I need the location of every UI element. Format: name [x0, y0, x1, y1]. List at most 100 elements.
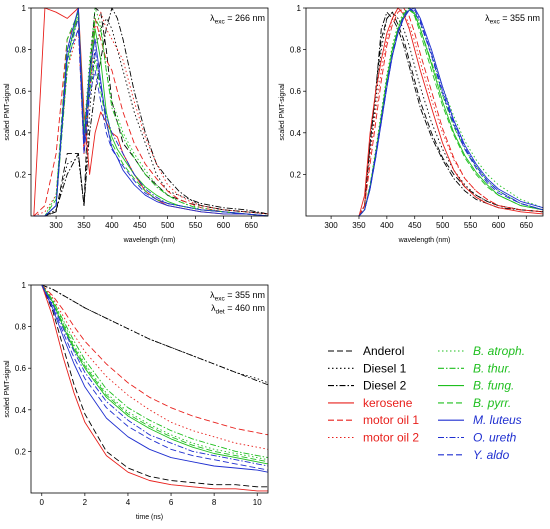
excitation-wavelength-label: λexc = 355 nm	[485, 13, 540, 26]
y-axis-label: scaled PMT-signal	[4, 360, 11, 418]
legend-label: B. thur.	[473, 361, 511, 375]
series-motor-oil-2	[41, 284, 269, 450]
series-o-ureth	[41, 284, 269, 467]
y-tick-label: 0.4	[15, 129, 27, 138]
series-kerosene	[358, 7, 544, 217]
series-motor-oil-2	[358, 7, 544, 217]
series-y-aldo	[358, 7, 544, 217]
series-y-aldo	[41, 284, 269, 471]
y-tick-label: 1	[297, 4, 302, 13]
panel-excitation-355: 300 350 400 450 500 550 600 650 0.2 0.4 0.6 0.8 1 wav…	[279, 4, 544, 244]
legend-label: kerosene	[363, 396, 413, 410]
series-motor-oil-2	[33, 11, 269, 217]
legend-item-motor-oil-1: motor oil 1	[328, 413, 419, 427]
legend-label: motor oil 2	[363, 431, 419, 445]
x-tick-label: 10	[253, 498, 262, 507]
legend-item-b-thur-: B. thur.	[438, 361, 511, 375]
legend-item-m-luteus: M. luteus	[438, 413, 522, 427]
series-anderol	[33, 7, 269, 217]
series-y-aldo	[33, 28, 269, 217]
legend-label: Diesel 2	[363, 379, 407, 393]
series-kerosene	[33, 7, 269, 217]
y-tick-label: 0.4	[290, 129, 302, 138]
x-tick-label: 6	[169, 498, 174, 507]
y-tick-label: 0.6	[15, 364, 27, 373]
y-tick-label: 0.6	[15, 87, 27, 96]
x-axis-label: wavelength (nm)	[398, 237, 451, 244]
y-tick-label: 0.2	[15, 170, 27, 179]
series-b-atroph-	[358, 7, 544, 217]
legend-label: B. atroph.	[473, 344, 525, 358]
series-b-thur-	[41, 284, 269, 459]
x-tick-label: 450	[408, 221, 422, 230]
legend: Anderol Diesel 1 Diesel 2 kerosene motor oil…	[328, 344, 525, 462]
y-axis-label: scaled PMT-signal	[4, 83, 11, 141]
panel-decay-time: 0 2 4 6 8 10 0.2 0.4 0.6 0.8 1 time (ns) scaled PMT-…	[4, 281, 269, 521]
plot-frame	[30, 7, 269, 217]
legend-item-o-ureth: O. ureth	[438, 431, 517, 445]
x-tick-label: 550	[189, 221, 203, 230]
y-tick-label: 1	[22, 281, 27, 290]
detection-wavelength-label: λdet = 460 nm	[211, 303, 265, 316]
x-tick-label: 0	[40, 498, 45, 507]
x-tick-label: 8	[212, 498, 217, 507]
legend-item-kerosene: kerosene	[328, 396, 413, 410]
series-b-pyrr-	[41, 284, 269, 463]
series-b-fung-	[358, 9, 544, 217]
legend-label: B. pyrr.	[473, 396, 511, 410]
x-tick-label: 600	[492, 221, 506, 230]
legend-item-anderol: Anderol	[328, 344, 404, 358]
x-tick-label: 400	[105, 221, 119, 230]
series-b-atroph-	[33, 7, 269, 217]
x-tick-label: 350	[77, 221, 91, 230]
legend-item-y-aldo: Y. aldo	[438, 448, 510, 462]
legend-item-b-pyrr-: B. pyrr.	[438, 396, 511, 410]
series-diesel-1	[358, 11, 544, 217]
legend-item-diesel-1: Diesel 1	[328, 361, 407, 375]
legend-label: O. ureth	[473, 431, 517, 445]
x-tick-label: 4	[126, 498, 131, 507]
x-tick-label: 650	[245, 221, 259, 230]
x-tick-label: 550	[464, 221, 478, 230]
series-o-ureth	[358, 9, 544, 217]
series-anderol	[41, 284, 268, 488]
y-tick-label: 0.2	[290, 170, 302, 179]
y-tick-label: 1	[22, 4, 27, 13]
legend-label: B. fung.	[473, 379, 514, 393]
x-tick-label: 450	[133, 221, 147, 230]
legend-label: M. luteus	[473, 413, 522, 427]
y-tick-label: 0.6	[290, 87, 302, 96]
series-m-luteus	[41, 284, 269, 473]
series-b-fung-	[41, 284, 269, 465]
excitation-wavelength-label: λexc = 266 nm	[210, 13, 265, 26]
y-tick-label: 0.2	[15, 447, 27, 456]
legend-item-b-atroph-: B. atroph.	[438, 344, 525, 358]
panel-excitation-266: 300 350 400 450 500 550 600 650 0.2 0.4 0.6 0.8 1 wav…	[4, 4, 269, 244]
legend-label: Diesel 1	[363, 361, 407, 375]
x-axis-label: time (ns)	[136, 514, 163, 521]
x-tick-label: 650	[520, 221, 534, 230]
series-diesel-2	[358, 11, 544, 217]
excitation-wavelength-label: λexc = 355 nm	[210, 290, 265, 303]
legend-label: Y. aldo	[473, 448, 510, 462]
series-diesel-2	[41, 284, 269, 386]
x-tick-label: 300	[49, 221, 63, 230]
series-kerosene	[41, 284, 268, 492]
plot-frame	[30, 284, 269, 494]
y-tick-label: 0.4	[15, 406, 27, 415]
y-tick-label: 0.8	[15, 323, 27, 332]
x-axis-label: wavelength (nm)	[123, 237, 176, 244]
series-m-luteus	[33, 7, 269, 217]
series-m-luteus	[358, 7, 544, 217]
legend-item-diesel-2: Diesel 2	[328, 379, 407, 393]
legend-label: motor oil 1	[363, 413, 419, 427]
y-tick-label: 0.8	[290, 46, 302, 55]
legend-item-b-fung-: B. fung.	[438, 379, 514, 393]
x-tick-label: 2	[83, 498, 88, 507]
x-tick-label: 400	[380, 221, 394, 230]
x-tick-label: 300	[324, 221, 338, 230]
x-tick-label: 350	[352, 221, 366, 230]
y-tick-label: 0.8	[15, 46, 27, 55]
series-anderol	[358, 11, 544, 217]
